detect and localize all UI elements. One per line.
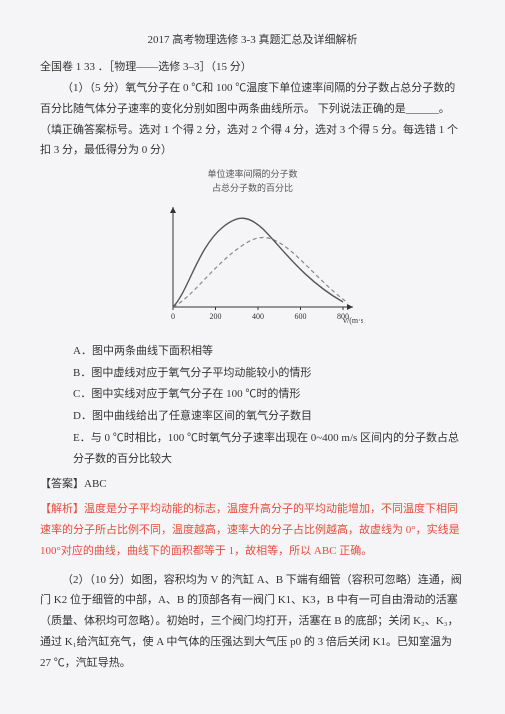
- svg-text:600: 600: [294, 312, 306, 321]
- option-b: B．图中虚线对应于氧气分子平均动能较小的情形: [40, 363, 465, 384]
- option-d: D．图中曲线给出了任意速率区间的氧气分子数目: [40, 406, 465, 427]
- option-e: E．与 0 ℃时相比，100 ℃时氧气分子速率出现在 0~400 m/s 区间内…: [40, 428, 465, 470]
- doc-subtitle: 全国卷 1 33 ．［物理——选修 3–3］（15 分）: [40, 57, 465, 78]
- question2-text: （2）（10 分）如图，容积均为 V 的汽缸 A、B 下端有细管（容积可忽略）连…: [40, 570, 465, 674]
- distribution-chart: 0200400600800v/(m·s⁻¹): [143, 197, 363, 327]
- svg-text:v/(m·s⁻¹): v/(m·s⁻¹): [343, 316, 363, 325]
- answer-label: 【答案】ABC: [40, 474, 465, 495]
- analysis-label: 【解析】: [40, 503, 84, 515]
- question1-text: （1）（5 分）氧气分子在 0 ℃和 100 ℃温度下单位速率间隔的分子数占总分…: [40, 78, 465, 162]
- analysis-body: 温度是分子平均动能的标志，温度升高分子的平均动能增加，不同温度下相同速率的分子所…: [40, 503, 460, 557]
- option-c: C．图中实线对应于氧气分子在 100 ℃时的情形: [40, 384, 465, 405]
- chart-caption-line1: 单位速率间隔的分子数: [40, 169, 465, 181]
- chart-caption-line2: 占总分子数的百分比: [40, 183, 465, 195]
- doc-title: 2017 高考物理选修 3-3 真题汇总及详细解析: [40, 30, 465, 51]
- option-a: A．图中两条曲线下面积相等: [40, 341, 465, 362]
- chart-container: 单位速率间隔的分子数 占总分子数的百分比 0200400600800v/(m·s…: [40, 169, 465, 334]
- svg-text:200: 200: [209, 312, 221, 321]
- svg-text:0: 0: [171, 312, 175, 321]
- svg-text:400: 400: [252, 312, 264, 321]
- analysis-block: 【解析】温度是分子平均动能的标志，温度升高分子的平均动能增加，不同温度下相同速率…: [40, 499, 465, 562]
